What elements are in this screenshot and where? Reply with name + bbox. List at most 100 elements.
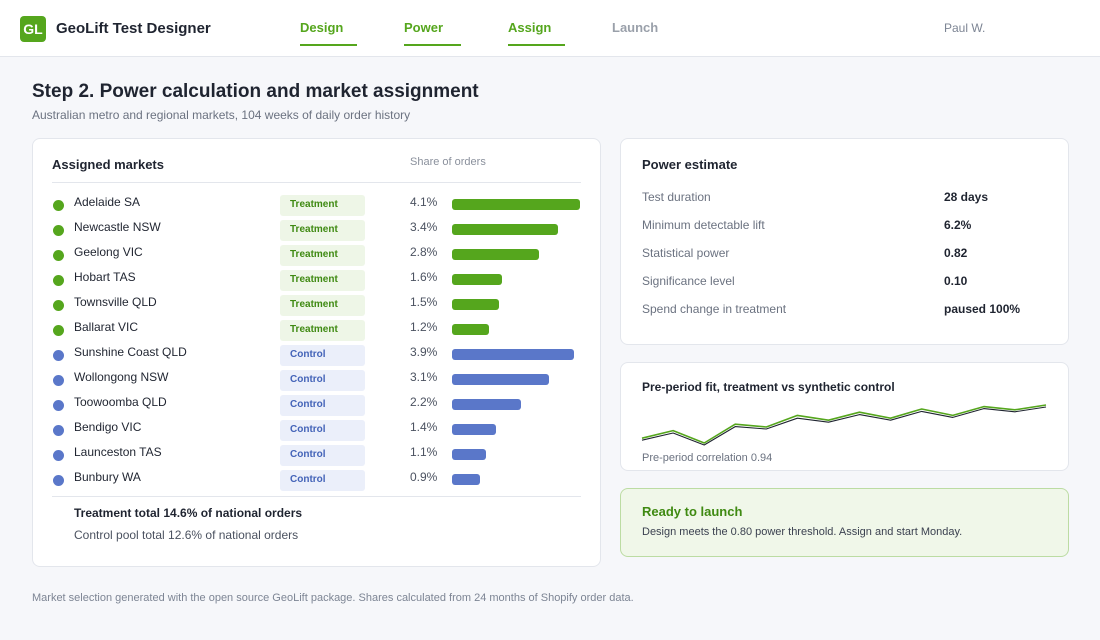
market-row[interactable]: Wollongong NSW Control 3.1% bbox=[33, 369, 601, 394]
market-share: 2.2% bbox=[410, 395, 438, 409]
control-dot-icon bbox=[53, 450, 64, 461]
market-name: Hobart TAS bbox=[74, 270, 136, 284]
control-dot-icon bbox=[53, 400, 64, 411]
market-share-bar bbox=[452, 349, 574, 360]
market-name: Newcastle NSW bbox=[74, 220, 161, 234]
market-row[interactable]: Ballarat VIC Treatment 1.2% bbox=[33, 319, 601, 344]
assignment-badge: Treatment bbox=[280, 195, 365, 216]
significance-level-value: 0.10 bbox=[944, 274, 968, 288]
tab-assign[interactable]: Assign bbox=[508, 20, 565, 46]
test-duration-value: 28 days bbox=[944, 190, 989, 204]
market-row[interactable]: Adelaide SA Treatment 4.1% bbox=[33, 194, 601, 219]
treatment-series-line bbox=[641, 404, 1047, 444]
assigned-markets-title: Assigned markets bbox=[52, 157, 164, 172]
app-logo: GL bbox=[20, 16, 46, 42]
ready-to-launch-title: Ready to launch bbox=[642, 504, 743, 519]
app-title: GeoLift Test Designer bbox=[56, 20, 211, 37]
synthetic-control-series-line bbox=[641, 406, 1047, 446]
market-share-bar bbox=[452, 374, 549, 385]
min-detectable-lift-value: 6.2% bbox=[944, 218, 972, 232]
market-name: Wollongong NSW bbox=[74, 370, 169, 384]
tab-design[interactable]: Design bbox=[300, 20, 357, 46]
user-name[interactable]: Paul W. bbox=[944, 21, 986, 35]
market-share: 1.6% bbox=[410, 270, 438, 284]
treatment-dot-icon bbox=[53, 275, 64, 286]
significance-level-label: Significance level bbox=[642, 274, 735, 288]
market-share-bar bbox=[452, 299, 499, 310]
top-bar: GL GeoLift Test Designer Design Power As… bbox=[0, 0, 1100, 57]
tab-power[interactable]: Power bbox=[404, 20, 461, 46]
market-share: 3.4% bbox=[410, 220, 438, 234]
market-name: Bendigo VIC bbox=[74, 420, 142, 434]
test-duration-label: Test duration bbox=[642, 190, 711, 204]
market-share: 1.4% bbox=[410, 420, 438, 434]
market-name: Sunshine Coast QLD bbox=[74, 345, 187, 359]
market-share: 1.5% bbox=[410, 295, 438, 309]
statistical-power-value: 0.82 bbox=[944, 246, 968, 260]
page-subtitle: Australian metro and regional markets, 1… bbox=[32, 108, 411, 122]
treatment-dot-icon bbox=[53, 325, 64, 336]
treatment-dot-icon bbox=[53, 225, 64, 236]
control-dot-icon bbox=[53, 475, 64, 486]
control-dot-icon bbox=[53, 350, 64, 361]
treatment-dot-icon bbox=[53, 200, 64, 211]
assignment-badge: Control bbox=[280, 345, 365, 366]
market-share: 4.1% bbox=[410, 195, 438, 209]
page-title: Step 2. Power calculation and market ass… bbox=[32, 81, 479, 102]
ready-to-launch-message: Design meets the 0.80 power threshold. A… bbox=[642, 526, 963, 538]
market-share: 1.2% bbox=[410, 320, 438, 334]
market-row[interactable]: Launceston TAS Control 1.1% bbox=[33, 444, 601, 469]
market-name: Launceston TAS bbox=[74, 445, 162, 459]
assignment-badge: Treatment bbox=[280, 245, 365, 266]
power-estimate-card: Power estimate Test duration 28 days Min… bbox=[620, 138, 1069, 345]
market-name: Toowoomba QLD bbox=[74, 395, 167, 409]
market-share-bar bbox=[452, 474, 480, 485]
market-name: Ballarat VIC bbox=[74, 320, 139, 334]
market-row[interactable]: Sunshine Coast QLD Control 3.9% bbox=[33, 344, 601, 369]
market-row[interactable]: Bendigo VIC Control 1.4% bbox=[33, 419, 601, 444]
assigned-markets-card: Assigned markets Share of orders Adelaid… bbox=[32, 138, 601, 567]
power-estimate-title: Power estimate bbox=[642, 157, 738, 172]
market-row[interactable]: Newcastle NSW Treatment 3.4% bbox=[33, 219, 601, 244]
market-share-bar bbox=[452, 274, 502, 285]
treatment-dot-icon bbox=[53, 300, 64, 311]
market-share-bar bbox=[452, 449, 486, 460]
assignment-badge: Treatment bbox=[280, 270, 365, 291]
ready-to-launch-card: Ready to launch Design meets the 0.80 po… bbox=[620, 488, 1069, 557]
market-share-bar bbox=[452, 249, 539, 260]
assignment-badge: Control bbox=[280, 370, 365, 391]
assignment-badge: Control bbox=[280, 395, 365, 416]
market-share: 2.8% bbox=[410, 245, 438, 259]
market-row[interactable]: Geelong VIC Treatment 2.8% bbox=[33, 244, 601, 269]
pre-period-fit-title: Pre-period fit, treatment vs synthetic c… bbox=[642, 380, 895, 394]
market-share-bar bbox=[452, 399, 521, 410]
market-share-bar bbox=[452, 324, 489, 335]
market-name: Adelaide SA bbox=[74, 195, 141, 209]
tab-launch[interactable]: Launch bbox=[612, 20, 659, 35]
pre-period-correlation: Pre-period correlation 0.94 bbox=[642, 452, 773, 464]
market-row[interactable]: Townsville QLD Treatment 1.5% bbox=[33, 294, 601, 319]
market-share: 3.1% bbox=[410, 370, 438, 384]
pre-period-fit-chart bbox=[641, 404, 1047, 446]
market-row[interactable]: Bunbury WA Control 0.9% bbox=[33, 469, 601, 494]
market-name: Townsville QLD bbox=[74, 295, 157, 309]
control-dot-icon bbox=[53, 375, 64, 386]
assignment-badge: Treatment bbox=[280, 295, 365, 316]
treatment-total: Treatment total 14.6% of national orders bbox=[74, 506, 303, 520]
market-share: 1.1% bbox=[410, 445, 438, 459]
market-row[interactable]: Hobart TAS Treatment 1.6% bbox=[33, 269, 601, 294]
control-dot-icon bbox=[53, 425, 64, 436]
market-share: 3.9% bbox=[410, 345, 438, 359]
market-name: Bunbury WA bbox=[74, 470, 141, 484]
assignment-badge: Treatment bbox=[280, 220, 365, 241]
table-footer-divider bbox=[52, 496, 581, 497]
assignment-badge: Control bbox=[280, 420, 365, 441]
market-share-bar bbox=[452, 424, 496, 435]
share-of-orders-header: Share of orders bbox=[410, 156, 486, 168]
market-share: 0.9% bbox=[410, 470, 438, 484]
footer-note: Market selection generated with the open… bbox=[32, 592, 634, 604]
statistical-power-label: Statistical power bbox=[642, 246, 730, 260]
market-row[interactable]: Toowoomba QLD Control 2.2% bbox=[33, 394, 601, 419]
control-total: Control pool total 12.6% of national ord… bbox=[74, 528, 299, 542]
market-name: Geelong VIC bbox=[74, 245, 143, 259]
